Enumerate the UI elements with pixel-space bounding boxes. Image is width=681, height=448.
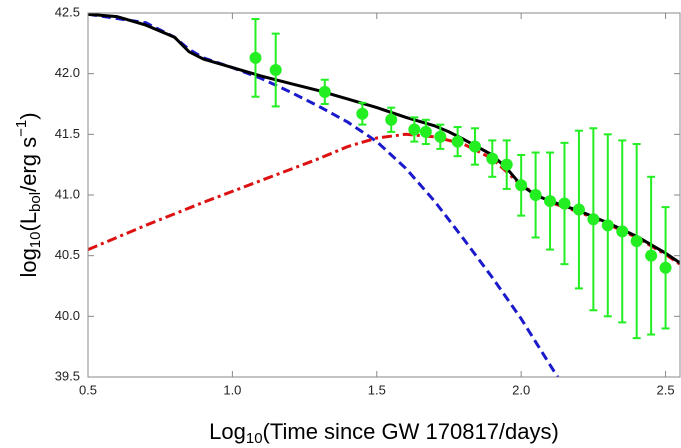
x-tick-label: 1.5	[368, 382, 386, 397]
error-point	[468, 127, 481, 166]
data-point	[659, 261, 672, 274]
error-point	[616, 139, 629, 324]
y-tick-label: 39.5	[55, 368, 80, 383]
error-point	[601, 133, 614, 318]
data-point	[558, 197, 571, 210]
data-point	[515, 179, 528, 192]
error-point	[486, 139, 499, 178]
error-point	[419, 118, 432, 146]
error-point	[500, 139, 513, 190]
data-point	[486, 152, 499, 165]
error-point	[515, 153, 528, 217]
error-point	[630, 143, 643, 340]
data-point	[645, 249, 658, 262]
y-tick-label: 42.0	[55, 65, 80, 80]
plot-area	[88, 13, 680, 377]
x-tick-label: 2.5	[657, 382, 675, 397]
y-tick-label: 41.0	[55, 186, 80, 201]
curve	[88, 13, 560, 377]
data-point	[529, 189, 542, 201]
error-point	[385, 106, 398, 133]
data-point	[434, 130, 447, 143]
data-point	[269, 64, 282, 77]
data-point	[385, 113, 398, 126]
error-point	[645, 175, 658, 336]
curve	[88, 132, 680, 266]
data-point	[408, 123, 421, 136]
error-point	[544, 151, 557, 251]
y-axis-label: log10(Lbol/erg s−1)	[13, 112, 44, 277]
data-point	[419, 125, 432, 138]
data-point	[630, 235, 643, 248]
data-point	[616, 225, 629, 238]
data-point	[500, 158, 513, 171]
y-tick-label: 40.5	[55, 247, 80, 262]
error-point	[434, 123, 447, 150]
frame	[87, 12, 681, 378]
data-point	[451, 135, 464, 148]
error-point	[269, 32, 282, 108]
y-tick-label: 40.0	[55, 308, 80, 323]
y-tick-label: 42.5	[55, 4, 80, 19]
error-point	[572, 129, 585, 290]
y-tick-label: 41.5	[55, 126, 80, 141]
error-point	[451, 126, 464, 158]
data-point	[572, 203, 585, 216]
error-point	[529, 151, 542, 239]
data-point	[587, 213, 600, 226]
data-point	[601, 219, 614, 232]
data-point	[249, 51, 262, 64]
error-point	[558, 141, 571, 266]
data-point	[356, 107, 369, 120]
x-tick-label: 2.0	[512, 382, 530, 397]
error-point	[587, 127, 600, 312]
data-point	[318, 85, 331, 98]
data-point	[468, 140, 481, 153]
error-point	[356, 101, 369, 126]
error-point	[318, 78, 331, 105]
data-point	[544, 195, 557, 208]
error-point	[659, 206, 672, 330]
x-tick-label: 0.5	[79, 382, 97, 397]
x-tick-label: 1.0	[223, 382, 241, 397]
error-point	[408, 116, 421, 143]
error-point	[249, 18, 262, 98]
x-axis-label: Log10(Time since GW 170817/days)	[209, 419, 559, 447]
